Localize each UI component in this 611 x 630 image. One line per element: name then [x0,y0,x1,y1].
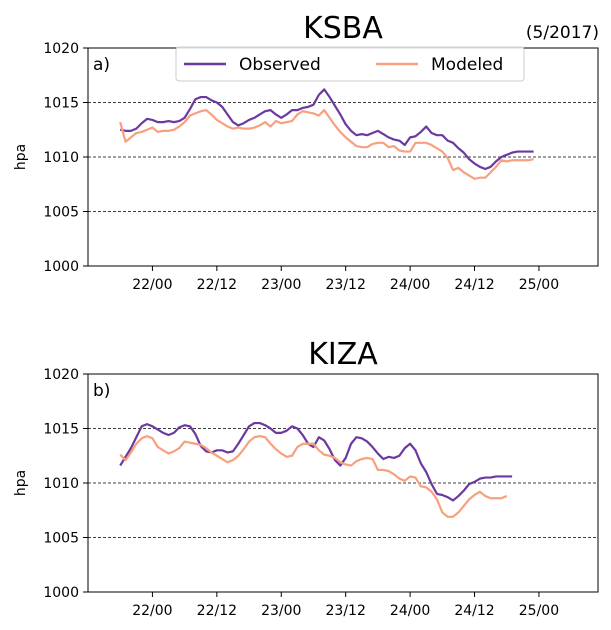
y-tick-label: 1000 [43,585,79,601]
x-tick-label: 24/00 [390,277,430,293]
chart-panel-kiza: KIZA 1000 1005 1010 1015 1020 22/00 22/12 23/0… [13,337,599,619]
gridlines [88,428,598,538]
y-tick-label: 1015 [43,422,79,438]
chart-title: KIZA [308,337,378,372]
y-tick-label: 1020 [43,367,79,383]
legend-label-observed: Observed [239,55,321,75]
y-tick-label: 1020 [43,41,79,57]
legend: Observed Modeled [175,46,525,82]
series-line-modeled [119,109,534,180]
x-tick-label: 23/12 [326,277,366,293]
x-tick-label: 23/00 [261,603,301,619]
x-tick-label: 24/12 [454,603,494,619]
y-tick-label: 1010 [43,476,79,492]
x-tick-label: 22/00 [132,277,172,293]
x-tick-label: 22/00 [132,603,172,619]
x-tick-label: 25/00 [519,277,559,293]
legend-box [175,46,525,82]
x-axis: 22/00 22/12 23/00 23/12 24/00 24/12 25/00 [132,266,559,293]
y-tick-label: 1015 [43,96,79,112]
date-note: (5/2017) [526,23,599,43]
panel-label: a) [93,55,110,75]
y-tick-label: 1010 [43,150,79,166]
x-tick-label: 22/12 [197,603,237,619]
x-tick-label: 23/12 [326,603,366,619]
series-line-observed [119,88,534,171]
y-tick-label: 1005 [43,205,79,221]
x-tick-label: 25/00 [519,603,559,619]
x-tick-label: 24/00 [390,603,430,619]
x-tick-label: 22/12 [197,277,237,293]
series-group [119,421,513,518]
y-axis: 1000 1005 1010 1015 1020 [43,41,88,275]
y-tick-label: 1005 [43,531,79,547]
series-line-modeled [119,435,508,518]
chart-panel-ksba: KSBA 1000 1005 1010 1015 1020 22/00 22/12 23/0… [13,11,599,293]
chart-title: KSBA [303,11,383,46]
x-axis: 22/00 22/12 23/00 23/12 24/00 24/12 25/00 [132,592,559,619]
x-tick-label: 23/00 [261,277,301,293]
series-group [119,88,534,180]
y-tick-label: 1000 [43,259,79,275]
x-tick-label: 24/12 [454,277,494,293]
panel-label: b) [93,381,110,401]
y-axis: 1000 1005 1010 1015 1020 [43,367,88,601]
y-axis-label: hpa [13,470,29,496]
series-line-observed [119,421,513,502]
y-axis-label: hpa [13,144,29,170]
gridlines [88,102,598,212]
legend-label-modeled: Modeled [431,55,503,75]
